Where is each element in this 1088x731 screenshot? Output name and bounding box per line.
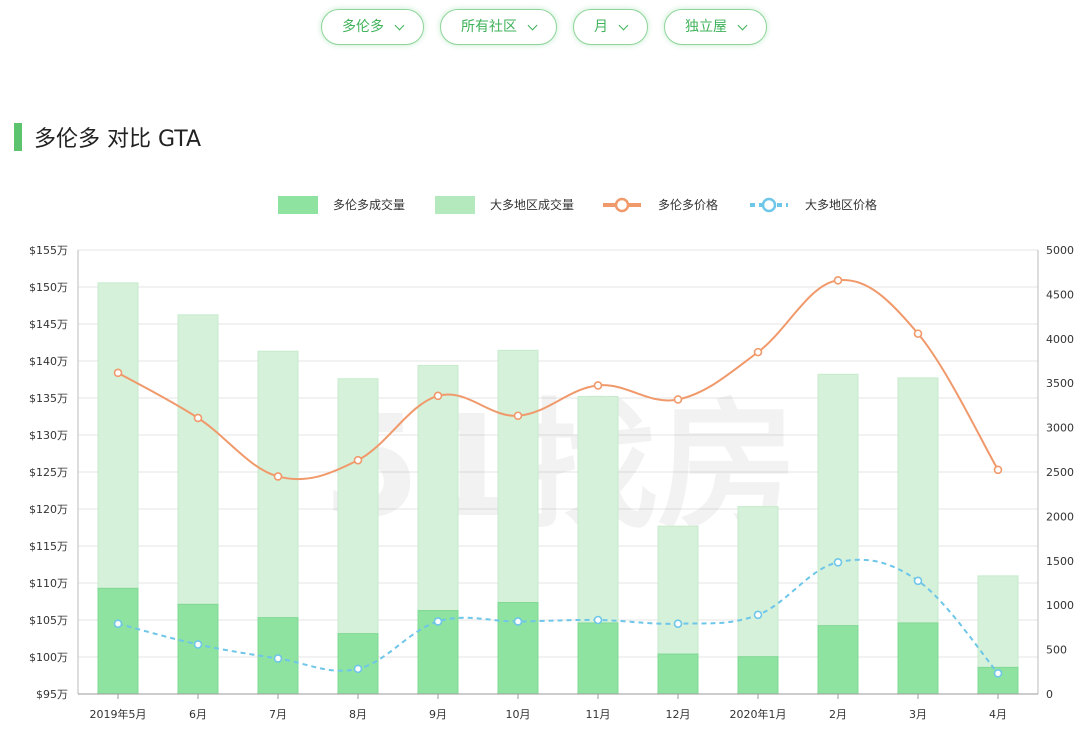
legend-swatch-toronto-volume [278, 196, 318, 214]
x-tick-label: 3月 [909, 708, 927, 721]
legend-swatch-marker [761, 197, 777, 213]
period-filter-label: 月 [594, 19, 608, 35]
gta-price-point [353, 664, 363, 674]
x-tick-label: 6月 [189, 708, 207, 721]
property-type-filter-button[interactable]: 独立屋 [664, 9, 767, 45]
toronto-volume-bar [657, 653, 699, 695]
y-left-tick-label: $150万 [29, 281, 68, 294]
y-left-tick-label: $95万 [36, 688, 68, 701]
y-right-tick-label: 4500 [1046, 288, 1074, 301]
toronto-price-point [993, 465, 1003, 475]
city-filter-button[interactable]: 多伦多 [321, 9, 424, 45]
y-right-tick-label: 500 [1046, 644, 1067, 657]
x-tick-label: 9月 [429, 708, 447, 721]
y-right-tick-label: 5000 [1046, 244, 1074, 257]
toronto-price-point [193, 413, 203, 423]
chevron-down-icon [394, 20, 405, 30]
toronto-price-line [117, 279, 999, 481]
gta-price-point [273, 654, 283, 663]
legend-label: 大多地区价格 [805, 197, 877, 212]
legend-label: 多伦多价格 [658, 197, 718, 212]
x-tick-label: 2020年1月 [730, 707, 787, 721]
toronto-price-point [753, 347, 763, 357]
toronto-volume-bar [337, 633, 379, 695]
section-accent-bar [14, 123, 22, 151]
comparison-chart: 51找房 $95万 $100万 $105万 $110万 $115万 $120万 $125万 $… [29, 196, 1074, 721]
watermark-text: 51找房 [323, 386, 798, 549]
x-tick-label: 8月 [349, 708, 367, 721]
y-right-tick-label: 3500 [1046, 377, 1074, 390]
toronto-volume-bar [417, 610, 459, 695]
x-tick-label: 12月 [666, 708, 691, 721]
gta-price-point [833, 557, 843, 567]
gta-price-point [913, 576, 923, 586]
toronto-price-point [273, 472, 283, 481]
gta-price-point [673, 619, 683, 629]
y-left-tick-label: $105万 [29, 614, 68, 627]
gta-price-point [193, 640, 203, 649]
chevron-down-icon [618, 20, 629, 30]
legend-label: 大多地区成交量 [490, 197, 574, 212]
gta-price-point [753, 610, 763, 620]
y-left-tick-label: $145万 [29, 318, 68, 331]
toronto-volume-bar [97, 587, 139, 695]
community-filter-button[interactable]: 所有社区 [440, 9, 557, 45]
toronto-price-point [353, 455, 363, 465]
property-type-filter-label: 独立屋 [685, 19, 727, 35]
y-left-tick-label: $125万 [29, 466, 68, 479]
toronto-price-point [513, 411, 523, 421]
chevron-down-icon [737, 20, 748, 30]
x-tick-label: 2月 [829, 708, 847, 721]
x-tick-label: 10月 [506, 708, 531, 721]
y-right-tick-label: 4000 [1046, 333, 1074, 346]
gta-price-point [433, 617, 443, 626]
toronto-volume-bar [897, 622, 939, 695]
y-left-tick-label: $115万 [29, 540, 68, 553]
y-left-tick-label: $120万 [29, 503, 68, 516]
y-left-tick-label: $100万 [29, 651, 68, 664]
toronto-price-point [913, 329, 923, 338]
toronto-price-point [433, 391, 443, 401]
community-filter-label: 所有社区 [461, 19, 517, 35]
y-right-tick-label: 2000 [1046, 510, 1074, 523]
toronto-volume-bar [577, 622, 619, 695]
y-left-tick-label: $130万 [29, 429, 68, 442]
city-filter-label: 多伦多 [342, 19, 384, 35]
x-tick-label: 7月 [269, 708, 287, 721]
gta-price-point [113, 619, 123, 629]
gta-price-line [117, 558, 999, 674]
toronto-volume-bar [497, 602, 539, 695]
gta-price-point [593, 615, 603, 625]
x-tick-label: 2019年5月 [90, 707, 147, 721]
legend-swatch-gta-volume [435, 196, 475, 214]
toronto-volume-bar [817, 625, 859, 695]
toronto-volume-bar [177, 603, 219, 695]
toronto-price-point [593, 381, 603, 390]
section-title: 多伦多 对比 GTA [34, 127, 202, 152]
toronto-price-point [113, 368, 123, 378]
y-right-tick-label: 3000 [1046, 422, 1074, 435]
toronto-price-point [673, 395, 683, 404]
section-header: 多伦多 对比 GTA [14, 123, 202, 152]
y-right-tick-label: 1000 [1046, 599, 1074, 612]
toronto-price-point [833, 276, 843, 285]
y-left-tick-label: $140万 [29, 355, 68, 368]
y-right-tick-label: 0 [1046, 688, 1053, 701]
chevron-down-icon [527, 20, 538, 30]
y-right-tick-label: 2500 [1046, 466, 1074, 479]
legend-label: 多伦多成交量 [333, 197, 405, 212]
x-tick-label: 11月 [586, 708, 611, 721]
gta-price-point [993, 668, 1003, 678]
filter-bar: 多伦多 所有社区 月 独立屋 [0, 9, 1088, 45]
period-filter-button[interactable]: 月 [573, 9, 648, 45]
toronto-volume-bar [737, 656, 779, 695]
y-left-tick-label: $135万 [29, 392, 68, 405]
gta-price-point [513, 617, 523, 626]
legend-swatch-marker [614, 197, 630, 213]
y-right-tick-label: 1500 [1046, 555, 1074, 568]
y-left-tick-label: $110万 [29, 577, 68, 590]
x-tick-label: 4月 [989, 708, 1007, 721]
y-left-tick-label: $155万 [29, 244, 68, 257]
